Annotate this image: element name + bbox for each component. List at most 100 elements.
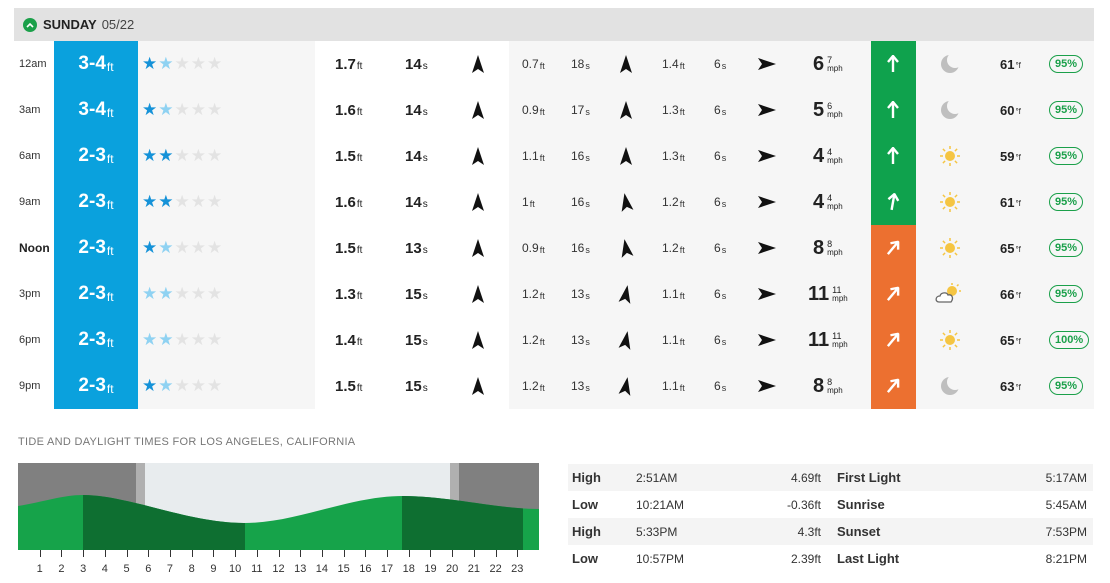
moon-icon [941,99,961,119]
temperature: 59 °f [1000,148,1021,164]
star-icon: ★ [174,192,191,211]
time-label: Noon [19,241,50,255]
star-icon: ★ [142,330,159,349]
hour-label: 4 [101,563,108,575]
star-icon: ★ [174,330,191,349]
swell-direction-arrow-icon [758,150,776,162]
tertiary-swell-direction [758,271,776,317]
secondary-swell-height: 0.9 ft [522,241,545,255]
star-icon: ★ [174,54,191,73]
tertiary-swell-height: 1.2 ft [662,241,685,255]
daylight-time: 5:45AM [1045,497,1087,512]
primary-swell-direction [471,87,485,133]
forecast-row[interactable]: 3pm 2-3 ft ★ ★ ★ ★ ★ 1.3 ft 15 s 1.2 ft 13 s 1.1 ft 6 s 11 11… [14,271,1094,317]
star-icon: ★ [142,192,159,211]
probability-badge: 100% [1049,331,1090,349]
star-icon: ★ [142,376,159,395]
chevron-up-icon[interactable] [23,17,37,32]
time-label: 3am [19,104,41,116]
tertiary-swell-direction [758,87,776,133]
primary-swell-direction [471,179,485,225]
star-icon: ★ [190,284,207,303]
weather-icon-cell [939,41,961,87]
forecast-row[interactable]: 9pm 2-3 ft ★ ★ ★ ★ ★ 1.5 ft 15 s 1.2 ft 13 s 1.1 ft 6 s 8 8 mp… [14,363,1094,409]
forecast-row[interactable]: Noon 2-3 ft ★ ★ ★ ★ ★ 1.5 ft 13 s 0.9 ft 16 s 1.2 ft 6 s 8 8 m… [14,225,1094,271]
primary-swell-height: 1.5 ft [335,239,363,257]
surf-height: 3-4 ft [78,53,114,74]
forecast-row[interactable]: 12am 3-4 ft ★ ★ ★ ★ ★ 1.7 ft 14 s 0.7 ft 18 s 1.4 ft 6 s 6 7 m… [14,41,1094,87]
wind-direction-arrow-icon [887,192,900,211]
hour-label: 22 [489,563,502,575]
star-icon: ★ [207,54,224,73]
primary-swell-period: 13 s [405,239,428,257]
moon-icon [941,53,961,73]
tide-time: 5:33PM [636,524,678,539]
secondary-swell-period: 13 s [571,333,590,347]
tertiary-swell-height: 1.1 ft [662,333,685,347]
hour-label: 8 [188,563,195,575]
tertiary-swell-direction [758,225,776,271]
temperature: 65 °f [1000,332,1021,348]
hour-tick [278,550,280,557]
secondary-swell-height: 1.2 ft [522,333,545,347]
forecast-row[interactable]: 6am 2-3 ft ★ ★ ★ ★ ★ 1.5 ft 14 s 1.1 ft 16 s 1.3 ft 6 s 4 4 mp… [14,133,1094,179]
time-label: 6am [19,150,41,162]
tide-type: High [572,524,601,539]
weather-icon-cell [939,363,961,409]
star-icon: ★ [142,284,159,303]
tide-type: Low [572,497,598,512]
hour-tick [365,550,367,557]
hour-tick [39,550,41,557]
temperature: 66 °f [1000,286,1021,302]
swell-direction-arrow-icon [620,147,632,165]
forecast-row[interactable]: 9am 2-3 ft ★ ★ ★ ★ ★ 1.6 ft 14 s 1 ft 16 s 1.2 ft 6 s 4 4 mph 6… [14,179,1094,225]
star-icon: ★ [158,284,175,303]
secondary-swell-period: 13 s [571,287,590,301]
hour-tick [517,550,519,557]
star-icon: ★ [142,146,159,165]
daylight-time: 5:17AM [1045,470,1087,485]
star-icon: ★ [158,238,175,257]
star-icon: ★ [142,54,159,73]
secondary-swell-period: 17 s [571,103,590,117]
hour-tick [430,550,432,557]
swell-direction-arrow-icon [758,58,776,70]
tide-row: Low 10:57PM 2.39ft Last Light 8:21PM [568,545,1093,572]
time-label: 3pm [19,288,41,300]
star-icon: ★ [174,284,191,303]
swell-direction-arrow-icon [472,101,484,119]
time-label: 9pm [19,380,41,392]
secondary-swell-height: 1 ft [522,195,535,209]
forecast-row[interactable]: 6pm 2-3 ft ★ ★ ★ ★ ★ 1.4 ft 15 s 1.2 ft 13 s 1.1 ft 6 s 11 11… [14,317,1094,363]
wind-direction-arrow-icon [886,240,900,255]
swell-direction-arrow-icon [758,104,776,116]
wind-direction-arrow-icon [886,378,900,393]
swell-direction-arrow-icon [758,334,776,346]
star-icon: ★ [158,146,175,165]
wind-speed: 6 7 mph [813,52,843,75]
hour-tick [83,550,85,557]
surf-rating: ★ ★ ★ ★ ★ [142,225,223,271]
swell-direction-arrow-icon [618,285,631,304]
swell-direction-arrow-icon [618,377,631,396]
swell-direction-arrow-icon [758,288,776,300]
hour-label: 6 [145,563,152,575]
star-icon: ★ [158,192,175,211]
swell-direction-arrow-icon [620,55,632,73]
hour-tick [126,550,128,557]
probability-badge: 95% [1049,377,1084,395]
day-header[interactable]: SUNDAY 05/22 [14,8,1094,41]
tide-type: Low [572,551,598,566]
primary-swell-height: 1.7 ft [335,55,363,73]
surf-rating: ★ ★ ★ ★ ★ [142,363,223,409]
forecast-row[interactable]: 3am 3-4 ft ★ ★ ★ ★ ★ 1.6 ft 14 s 0.9 ft 17 s 1.3 ft 6 s 5 6 mp… [14,87,1094,133]
probability-badge: 95% [1049,239,1084,257]
tertiary-swell-height: 1.4 ft [662,57,685,71]
temperature: 61 °f [1000,194,1021,210]
date-label: 05/22 [101,17,135,32]
probability-badge: 95% [1049,285,1084,303]
secondary-swell-height: 0.7 ft [522,57,545,71]
secondary-swell-direction [619,133,633,179]
